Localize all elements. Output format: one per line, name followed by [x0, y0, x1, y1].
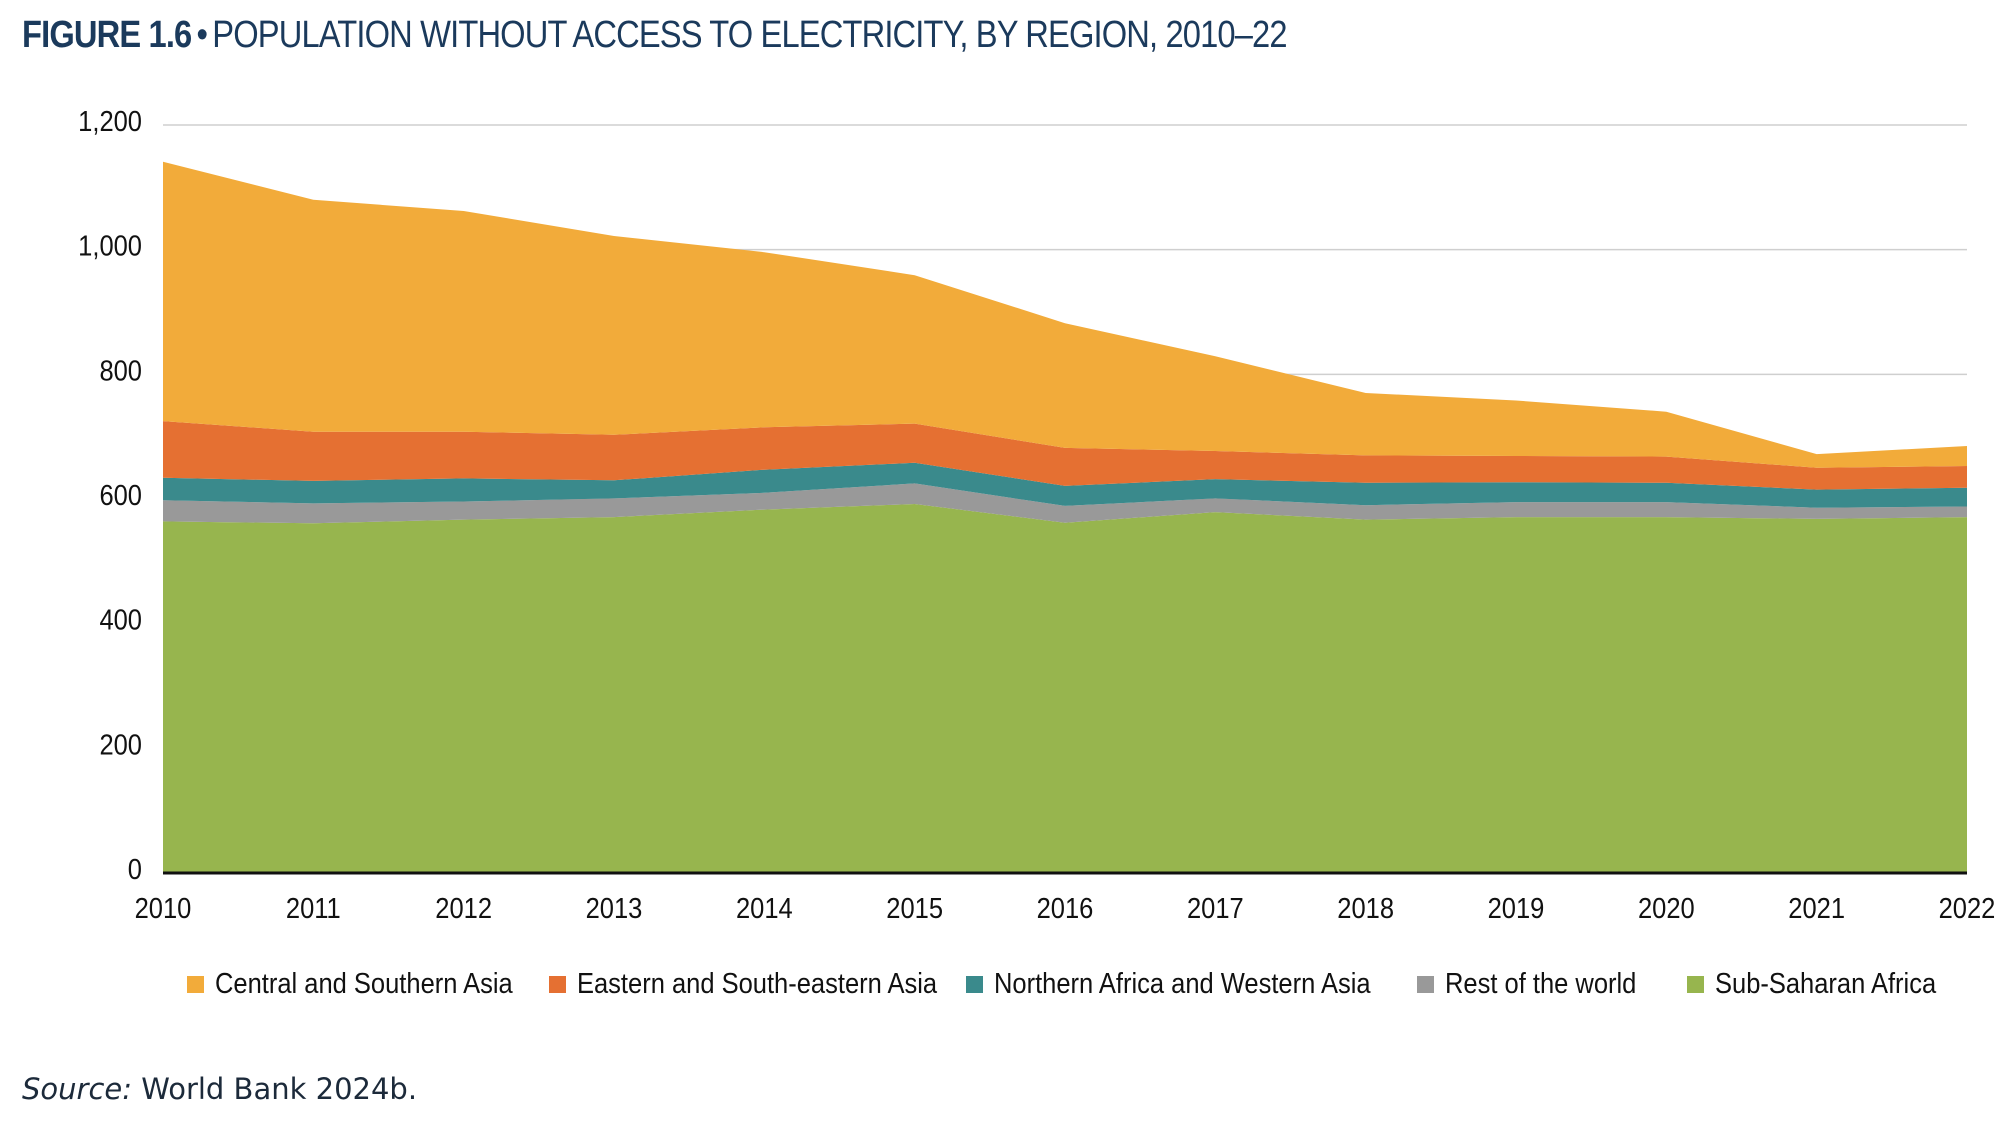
source-note: Source: World Bank 2024b. — [22, 1072, 417, 1106]
x-tick-label: 2015 — [886, 891, 943, 924]
y-tick-label: 600 — [99, 478, 142, 511]
x-tick-label: 2019 — [1488, 891, 1545, 924]
x-tick-label: 2020 — [1638, 891, 1695, 924]
stacked-areas — [163, 161, 1967, 873]
figure-label: FIGURE 1.6 — [22, 14, 192, 56]
x-tick-label: 2010 — [135, 891, 192, 924]
title-bullet: • — [196, 14, 208, 56]
area-eastern-and-south-eastern-asia — [163, 421, 1967, 490]
x-tick-label: 2012 — [435, 891, 492, 924]
y-tick-label: 800 — [99, 354, 142, 387]
y-tick-label: 200 — [99, 728, 142, 761]
y-tick-label: 1,200 — [78, 104, 142, 137]
y-tick-label: 400 — [99, 603, 142, 636]
y-axis-ticks: 0 200 400 600 800 1,000 1,200 — [78, 104, 142, 885]
x-tick-label: 2022 — [1939, 891, 1996, 924]
legend-label-northern-africa-and-western-asia: Northern Africa and Western Asia — [994, 966, 1371, 999]
legend-swatch-central-and-southern-asia — [187, 976, 204, 993]
area-rest-of-the-world — [163, 483, 1967, 524]
y-tick-label: 1,000 — [78, 229, 142, 262]
area-sub-saharan-africa — [163, 504, 1967, 873]
source-prefix: Source: — [22, 1072, 133, 1106]
x-tick-label: 2014 — [736, 891, 793, 924]
legend-label-eastern-and-south-eastern-asia: Eastern and South-eastern Asia — [577, 966, 938, 999]
area-central-and-southern-asia — [163, 161, 1967, 468]
y-tick-label: 0 — [128, 852, 142, 885]
x-tick-label: 2017 — [1187, 891, 1244, 924]
legend-swatch-northern-africa-and-western-asia — [966, 976, 983, 993]
x-tick-label: 2021 — [1788, 891, 1845, 924]
legend: Central and Southern Asia Eastern and Sou… — [187, 966, 1937, 999]
legend-label-central-and-southern-asia: Central and Southern Asia — [215, 966, 513, 999]
legend-swatch-eastern-and-south-eastern-asia — [549, 976, 566, 993]
legend-label-sub-saharan-africa: Sub-Saharan Africa — [1715, 966, 1937, 999]
x-tick-label: 2011 — [286, 891, 341, 924]
legend-label-rest-of-the-world: Rest of the world — [1445, 966, 1636, 999]
figure-title: FIGURE 1.6 • POPULATION WITHOUT ACCESS TO … — [22, 12, 1288, 58]
legend-swatch-sub-saharan-africa — [1687, 976, 1704, 993]
legend-swatch-rest-of-the-world — [1417, 976, 1434, 993]
source-text: World Bank 2024b. — [141, 1072, 418, 1106]
area-northern-africa-and-western-asia — [163, 462, 1967, 508]
x-tick-label: 2013 — [586, 891, 643, 924]
x-tick-label: 2018 — [1337, 891, 1394, 924]
x-axis-ticks: 2010 2011 2012 2013 2014 2015 2016 2017 2018 2019… — [135, 891, 1996, 924]
x-tick-label: 2016 — [1037, 891, 1094, 924]
figure-title-text: POPULATION WITHOUT ACCESS TO ELECTRICITY… — [212, 14, 1287, 56]
